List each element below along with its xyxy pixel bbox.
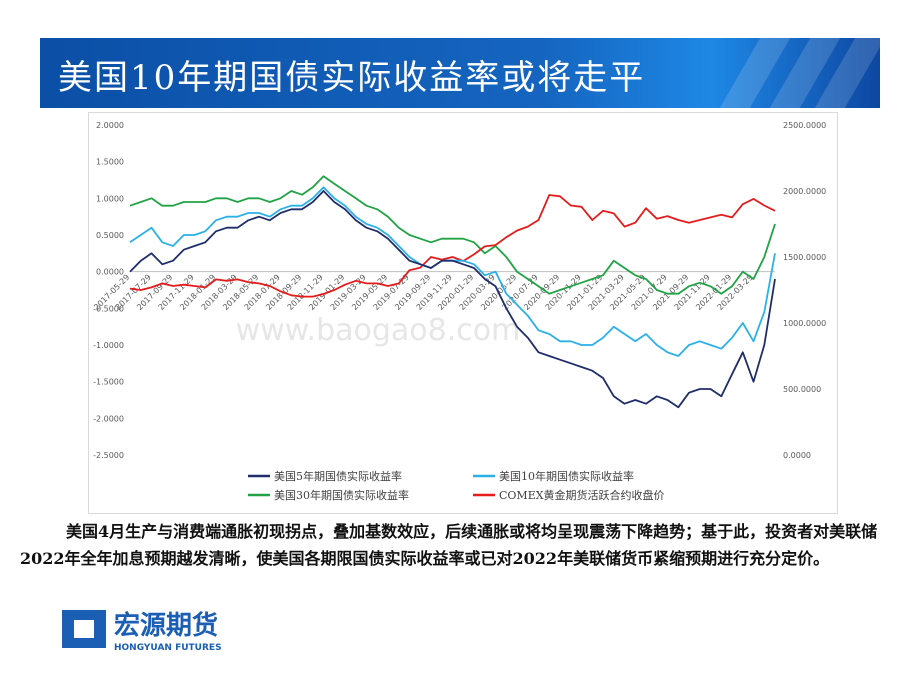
watermark: www.baogao8.com — [236, 313, 521, 348]
y-tick-label: -1.0000 — [93, 341, 124, 350]
y2-tick-label: 1500.0000 — [783, 253, 826, 262]
logo-icon — [74, 620, 94, 638]
y2-tick-label: 0.0000 — [783, 451, 811, 460]
y-tick-label: -2.0000 — [93, 414, 124, 423]
series-line — [129, 175, 776, 295]
y2-tick-label: 2500.0000 — [783, 121, 826, 130]
logo-name: 宏源期货 — [114, 610, 218, 641]
y-tick-label: -0.5000 — [93, 304, 124, 313]
logo-english: HONGYUAN FUTURES — [114, 643, 222, 653]
legend-label: 美国5年期国债实际收益率 — [274, 469, 402, 483]
series-line — [129, 194, 776, 298]
legend-label: 美国30年期国债实际收益率 — [274, 488, 409, 502]
y-tick-label: 0.5000 — [96, 231, 124, 240]
y-tick-label: 1.0000 — [96, 194, 124, 203]
y-tick-label: -2.5000 — [93, 451, 124, 460]
y-tick-label: 1.5000 — [96, 158, 124, 167]
y-tick-label: -1.5000 — [93, 378, 124, 387]
y-tick-label: 0.0000 — [96, 268, 124, 277]
y2-tick-label: 500.0000 — [783, 385, 821, 394]
legend-label: COMEX黄金期货活跃合约收盘价 — [499, 488, 665, 502]
body-text: 美国4月生产与消费端通胀初现拐点，叠加基数效应，后续通胀或将均呈现震荡下降趋势；… — [20, 522, 878, 568]
logo: 宏源期货 HONGYUAN FUTURES — [62, 610, 222, 653]
chart: www.baogao8.com -2.5000 -2.0000 -1.5000 -1.0… — [88, 112, 838, 514]
series-line — [129, 190, 776, 409]
y2-tick-label: 2000.0000 — [783, 187, 826, 196]
slide-title: 美国10年期国债实际收益率或将走平 — [58, 58, 646, 98]
y2-tick-label: 1000.0000 — [783, 319, 826, 328]
plot-frame — [88, 112, 838, 514]
title-banner: 美国10年期国债实际收益率或将走平 — [40, 38, 880, 108]
legend-label: 美国10年期国债实际收益率 — [499, 469, 634, 483]
y-tick-label: 2.0000 — [96, 121, 124, 130]
